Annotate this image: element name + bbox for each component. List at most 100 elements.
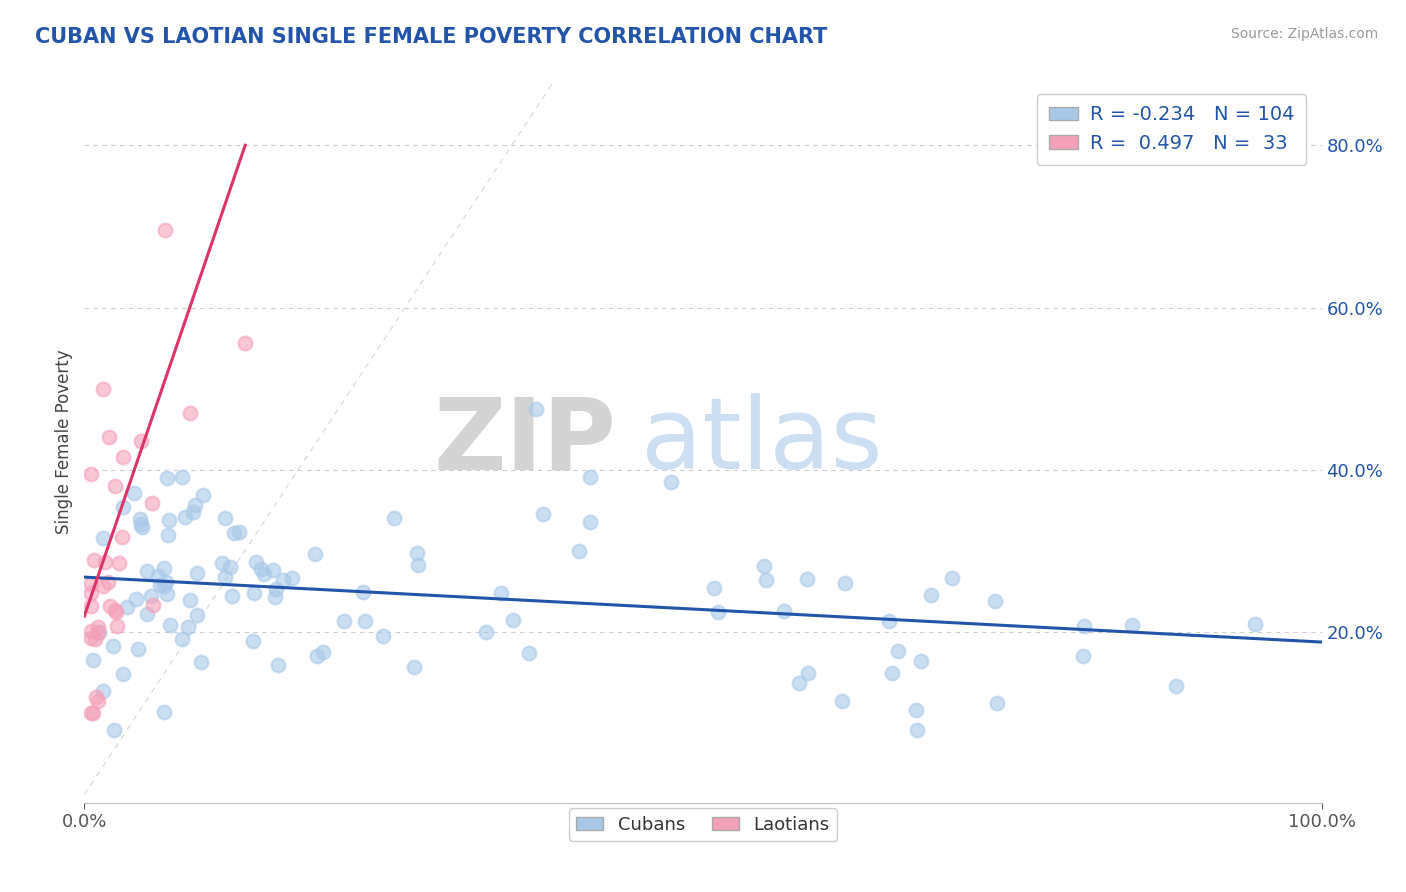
Point bbox=[1166, 679, 1188, 693]
Point bbox=[1121, 618, 1143, 632]
Point bbox=[104, 479, 127, 493]
Point bbox=[149, 577, 172, 591]
Point bbox=[170, 469, 193, 483]
Point bbox=[352, 585, 374, 599]
Point bbox=[531, 507, 554, 521]
Point bbox=[87, 620, 110, 634]
Point bbox=[155, 575, 177, 590]
Point bbox=[111, 667, 134, 681]
Point bbox=[706, 605, 728, 619]
Point bbox=[755, 574, 778, 588]
Point bbox=[1073, 648, 1095, 663]
Point bbox=[129, 434, 152, 449]
Point bbox=[242, 634, 264, 648]
Text: atlas: atlas bbox=[641, 393, 883, 490]
Point bbox=[148, 569, 170, 583]
Point bbox=[125, 592, 148, 607]
Point bbox=[877, 614, 900, 628]
Point bbox=[920, 588, 942, 602]
Point bbox=[1243, 616, 1265, 631]
Text: Source: ZipAtlas.com: Source: ZipAtlas.com bbox=[1230, 27, 1378, 41]
Point bbox=[1073, 618, 1095, 632]
Point bbox=[905, 723, 928, 737]
Point bbox=[135, 607, 157, 621]
Point bbox=[271, 573, 294, 587]
Point bbox=[305, 649, 328, 664]
Point bbox=[87, 625, 110, 640]
Point bbox=[214, 570, 236, 584]
Point bbox=[264, 582, 287, 596]
Point bbox=[115, 600, 138, 615]
Point bbox=[986, 696, 1008, 710]
Point bbox=[159, 618, 181, 632]
Point bbox=[131, 520, 153, 534]
Point bbox=[190, 655, 212, 669]
Point bbox=[124, 486, 146, 500]
Point bbox=[91, 382, 114, 396]
Point bbox=[354, 614, 377, 628]
Point bbox=[752, 558, 775, 573]
Point bbox=[831, 694, 853, 708]
Point bbox=[105, 619, 128, 633]
Point bbox=[101, 640, 124, 654]
Point bbox=[382, 511, 405, 525]
Point bbox=[84, 690, 107, 704]
Point bbox=[79, 576, 101, 591]
Point bbox=[83, 632, 105, 646]
Point bbox=[153, 223, 176, 237]
Point bbox=[243, 586, 266, 600]
Point bbox=[524, 402, 547, 417]
Point bbox=[179, 593, 201, 607]
Text: CUBAN VS LAOTIAN SINGLE FEMALE POVERTY CORRELATION CHART: CUBAN VS LAOTIAN SINGLE FEMALE POVERTY C… bbox=[35, 27, 828, 46]
Point bbox=[267, 657, 290, 672]
Point bbox=[79, 624, 101, 638]
Point bbox=[79, 632, 101, 646]
Point bbox=[218, 560, 240, 574]
Point bbox=[474, 624, 496, 639]
Point bbox=[404, 660, 426, 674]
Point bbox=[941, 571, 963, 585]
Point bbox=[79, 706, 101, 721]
Point bbox=[177, 619, 200, 633]
Point bbox=[127, 641, 149, 656]
Point bbox=[405, 547, 427, 561]
Point bbox=[79, 467, 101, 482]
Point bbox=[142, 599, 165, 613]
Point bbox=[186, 607, 208, 622]
Point bbox=[772, 605, 794, 619]
Point bbox=[93, 531, 115, 545]
Point bbox=[181, 505, 204, 519]
Point bbox=[129, 512, 152, 526]
Point bbox=[262, 563, 284, 577]
Point bbox=[104, 603, 127, 617]
Point bbox=[79, 599, 101, 614]
Point bbox=[984, 594, 1007, 608]
Point bbox=[103, 723, 125, 737]
Point bbox=[578, 470, 600, 484]
Point bbox=[157, 527, 180, 541]
Point bbox=[98, 599, 121, 613]
Point bbox=[82, 706, 104, 721]
Point bbox=[834, 576, 856, 591]
Point bbox=[880, 665, 903, 680]
Point bbox=[104, 606, 127, 620]
Point bbox=[112, 450, 135, 464]
Point bbox=[139, 590, 162, 604]
Point bbox=[172, 632, 194, 646]
Point bbox=[517, 647, 540, 661]
Point bbox=[87, 694, 110, 708]
Legend: Cubans, Laotians: Cubans, Laotians bbox=[569, 808, 837, 841]
Point bbox=[98, 430, 121, 444]
Point bbox=[250, 562, 273, 576]
Y-axis label: Single Female Poverty: Single Female Poverty bbox=[55, 350, 73, 533]
Point bbox=[94, 555, 117, 569]
Point bbox=[787, 676, 810, 690]
Point bbox=[91, 684, 114, 698]
Point bbox=[263, 590, 285, 604]
Point bbox=[193, 487, 215, 501]
Point bbox=[79, 586, 101, 600]
Point bbox=[659, 475, 682, 489]
Point bbox=[153, 579, 176, 593]
Point bbox=[156, 587, 179, 601]
Point bbox=[141, 496, 163, 510]
